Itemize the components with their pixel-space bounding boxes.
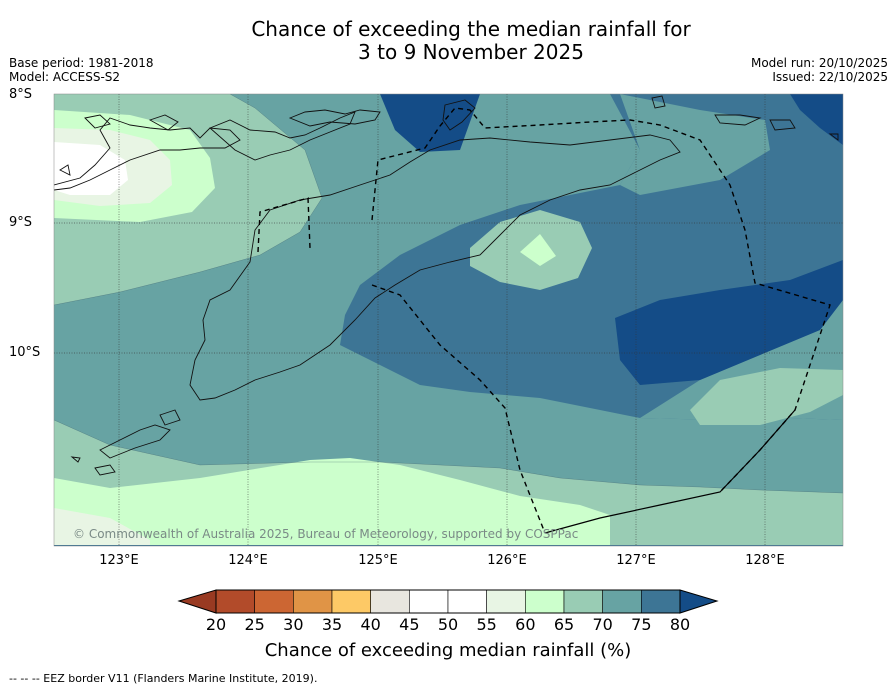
model-run-text: Model run: 20/10/2025 (750, 56, 888, 70)
meta-left: Base period: 1981-2018 Model: ACCESS-S2 (9, 56, 154, 84)
contour-80-east (615, 260, 843, 385)
graticule (54, 94, 843, 546)
lon-label-128e: 128°E (745, 553, 785, 568)
meta-right: Model run: 20/10/2025 Issued: 22/10/2025 (751, 56, 888, 84)
colorbar-over-arrow (679, 589, 719, 614)
contour-70-75-east (620, 94, 770, 195)
colorbar-cell (370, 589, 410, 614)
colorbar-cell (215, 589, 255, 614)
colorbar-cell (602, 589, 642, 614)
colorbar-tick-label: 35 (321, 615, 343, 634)
map-title-line2: 3 to 9 November 2025 (358, 40, 584, 64)
base-period-text: Base period: 1981-2018 (9, 56, 154, 70)
contour-80-north (380, 94, 480, 152)
contour-60-65-south (54, 458, 610, 545)
contour-60-65-central (520, 234, 556, 266)
colorbar-tick-label: 40 (360, 615, 381, 634)
lon-label-124e: 124°E (228, 553, 268, 568)
rainfall-map (54, 94, 843, 546)
eez-border-solid (544, 409, 796, 534)
colorbar-cell (447, 589, 487, 614)
map-title: Chance of exceeding the median rainfall … (0, 18, 896, 64)
colorbar-cell (254, 589, 294, 614)
lon-label-123e: 123°E (99, 553, 139, 568)
coastline (54, 95, 839, 476)
colorbar-cell (331, 589, 371, 614)
colorbar-cell (641, 589, 681, 614)
colorbar-tick-label: 80 (669, 615, 691, 634)
colorbar-cell (293, 589, 333, 614)
lon-label-127e: 127°E (616, 553, 656, 568)
copyright-text: © Commonwealth of Australia 2025, Bureau… (73, 527, 579, 541)
eez-border (257, 107, 831, 534)
colorbar-cell (486, 589, 526, 614)
map-title-line1: Chance of exceeding the median rainfall … (251, 17, 691, 41)
colorbar (177, 589, 719, 614)
colorbar-tick-label: 70 (592, 615, 613, 634)
colorbar-tick-label: 20 (205, 615, 227, 634)
contour-55-60-south (54, 508, 150, 545)
colorbar-tick-label: 50 (437, 615, 459, 634)
map-frame (53, 93, 844, 547)
footer-text: -- -- -- EEZ border V11 (Flanders Marine… (9, 672, 318, 685)
lat-label-8s: 8°S (9, 87, 33, 102)
model-text: Model: ACCESS-S2 (9, 70, 121, 84)
lon-label-126e: 126°E (487, 553, 527, 568)
lat-label-10s: 10°S (9, 345, 41, 360)
colorbar-tick-label: 60 (515, 615, 536, 634)
colorbar-tick-label: 65 (553, 615, 575, 634)
colorbar-tick-label: 25 (244, 615, 265, 634)
lon-label-125e: 125°E (358, 553, 398, 568)
colorbar-tick-label: 55 (476, 615, 497, 634)
lat-label-9s: 9°S (9, 215, 33, 230)
colorbar-title: Chance of exceeding median rainfall (%) (264, 640, 632, 661)
colorbar-cell (563, 589, 603, 614)
colorbar-cell (525, 589, 565, 614)
colorbar-cell (409, 589, 449, 614)
colorbar-tick-label: 30 (283, 615, 304, 634)
colorbar-under-arrow (177, 589, 217, 614)
contour-80-northeast (790, 94, 843, 145)
colorbar-frame (215, 589, 681, 614)
issued-text: Issued: 22/10/2025 (772, 70, 888, 84)
colorbar-tick-label: 75 (631, 615, 652, 634)
colorbar-tick-label: 45 (399, 615, 420, 634)
